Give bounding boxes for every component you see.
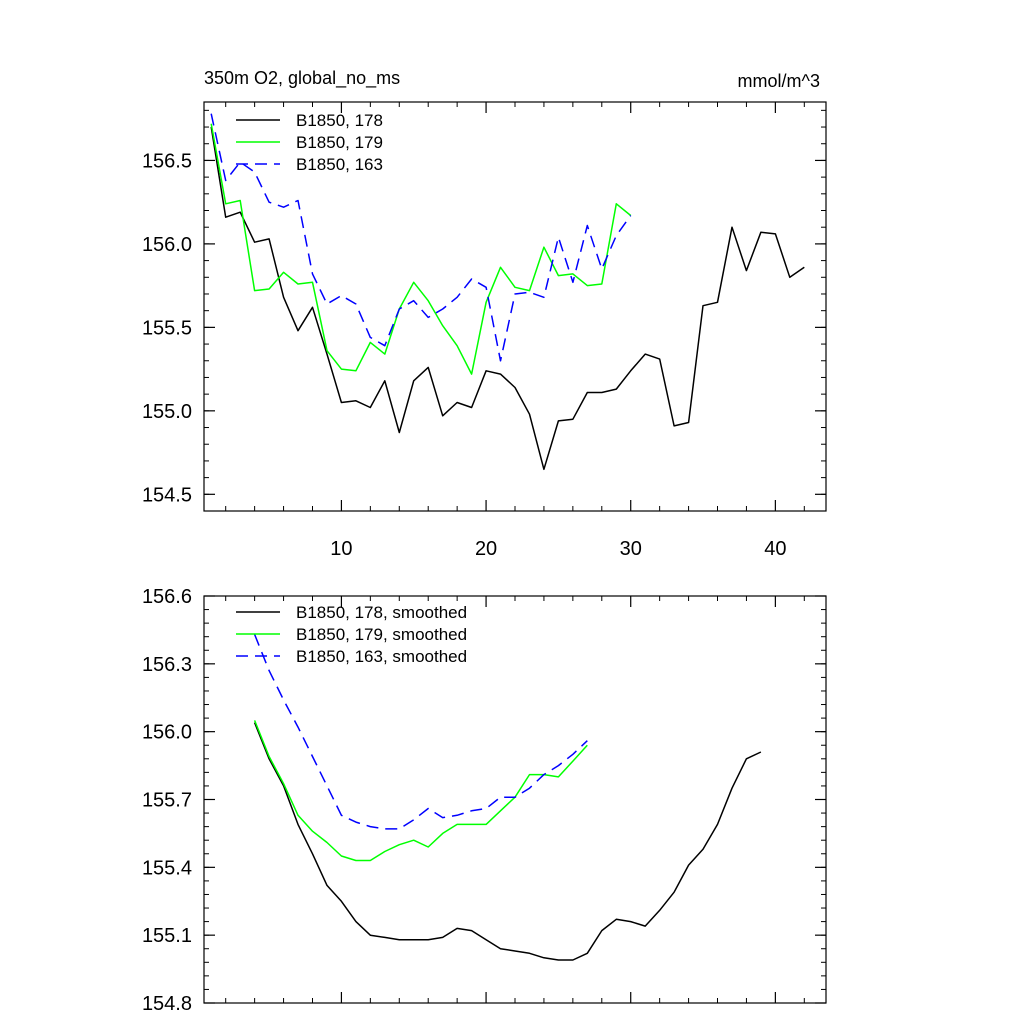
legend-label-2: B1850, 179, smoothed (296, 625, 467, 644)
series-line-2 (253, 720, 588, 862)
top-panel-units: mmol/m^3 (738, 71, 820, 91)
top-panel-lines (210, 113, 805, 471)
y-tick-label: 154.5 (142, 484, 192, 506)
y-tick-label: 155.4 (142, 857, 192, 879)
y-tick-label: 154.8 (142, 993, 192, 1015)
y-tick-label: 155.0 (142, 401, 192, 423)
series-line-3 (253, 634, 588, 830)
bottom-panel: 154.8 155.1 155.4 155.7 156.0 156.3 156.6 B185… (142, 586, 827, 1015)
x-tick-label: 30 (620, 538, 642, 560)
y-tick-label: 156.0 (142, 234, 192, 256)
legend-label-2: B1850, 179 (296, 133, 383, 152)
top-panel-axes: 10 20 30 40 154.5 155.0 155.5 156.0 156.5 (142, 101, 827, 560)
series-line-1 (210, 126, 805, 471)
y-tick-label: 156.5 (142, 150, 192, 172)
y-tick-label: 155.5 (142, 317, 192, 339)
series-line-2 (210, 123, 632, 375)
top-panel: 350m O2, global_no_ms mmol/m^3 10 20 30 401… (142, 68, 827, 560)
y-tick-label: 156.0 (142, 722, 192, 744)
x-tick-label: 10 (330, 538, 352, 560)
top-panel-title: 350m O2, global_no_ms (204, 68, 400, 89)
legend-label-1: B1850, 178, smoothed (296, 603, 467, 622)
bottom-panel-legend: B1850, 178, smoothed B1850, 179, smoothed… (236, 603, 467, 666)
x-tick-label: 40 (764, 538, 786, 560)
series-line-1 (253, 722, 762, 961)
top-panel-legend: B1850, 178 B1850, 179 B1850, 163 (236, 111, 383, 174)
y-tick-label: 155.7 (142, 790, 192, 812)
y-tick-label: 156.3 (142, 654, 192, 676)
legend-label-3: B1850, 163, smoothed (296, 647, 467, 666)
y-tick-label: 156.6 (142, 586, 192, 608)
legend-label-3: B1850, 163 (296, 155, 383, 174)
x-tick-label: 20 (475, 538, 497, 560)
y-tick-label: 155.1 (142, 925, 192, 947)
bottom-panel-lines (253, 634, 762, 961)
bottom-panel-axes: 154.8 155.1 155.4 155.7 156.0 156.3 156.6 (142, 586, 827, 1015)
series-line-3 (210, 113, 632, 362)
legend-label-1: B1850, 178 (296, 111, 383, 130)
